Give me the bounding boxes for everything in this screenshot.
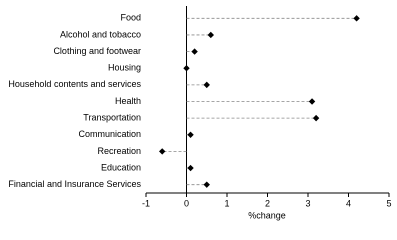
y-tick-label: Recreation bbox=[97, 146, 141, 156]
y-tick-label: Transportation bbox=[83, 113, 141, 123]
dot bbox=[312, 114, 320, 122]
x-tick-label: 2 bbox=[265, 198, 270, 208]
y-tick-label: Clothing and footwear bbox=[53, 46, 141, 56]
y-tick-label: Financial and Insurance Services bbox=[8, 179, 141, 189]
x-tick-label: 3 bbox=[305, 198, 310, 208]
x-tick-label: 5 bbox=[386, 198, 391, 208]
y-tick-label: Education bbox=[101, 162, 141, 172]
dot bbox=[207, 31, 214, 39]
y-tick-label: Housing bbox=[108, 63, 141, 73]
dot bbox=[191, 48, 198, 55]
chart: %change -1 0 1 2 3 4 5 Food Alcohol and tobacco C… bbox=[8, 6, 392, 220]
dot bbox=[187, 131, 194, 138]
x-tick-label: 0 bbox=[184, 198, 189, 208]
dot bbox=[183, 65, 190, 72]
dot bbox=[203, 181, 210, 188]
x-tick-label: 4 bbox=[346, 198, 351, 208]
dot bbox=[308, 98, 316, 105]
y-tick-label: Household contents and services bbox=[8, 79, 141, 89]
y-tick-label: Health bbox=[115, 96, 141, 106]
y-tick-label: Alcohol and tobacco bbox=[60, 29, 141, 39]
dot bbox=[353, 15, 360, 22]
x-tick-label: -1 bbox=[142, 198, 150, 208]
y-tick-label: Communication bbox=[78, 129, 141, 139]
dot bbox=[187, 164, 194, 172]
dot bbox=[159, 148, 166, 155]
x-tick-label: 1 bbox=[224, 198, 229, 208]
page: %change -1 0 1 2 3 4 5 Food Alcohol and tobacco C… bbox=[8, 6, 392, 221]
dot bbox=[203, 81, 210, 89]
x-axis-label: %change bbox=[248, 210, 286, 220]
y-tick-label: Food bbox=[120, 13, 141, 23]
